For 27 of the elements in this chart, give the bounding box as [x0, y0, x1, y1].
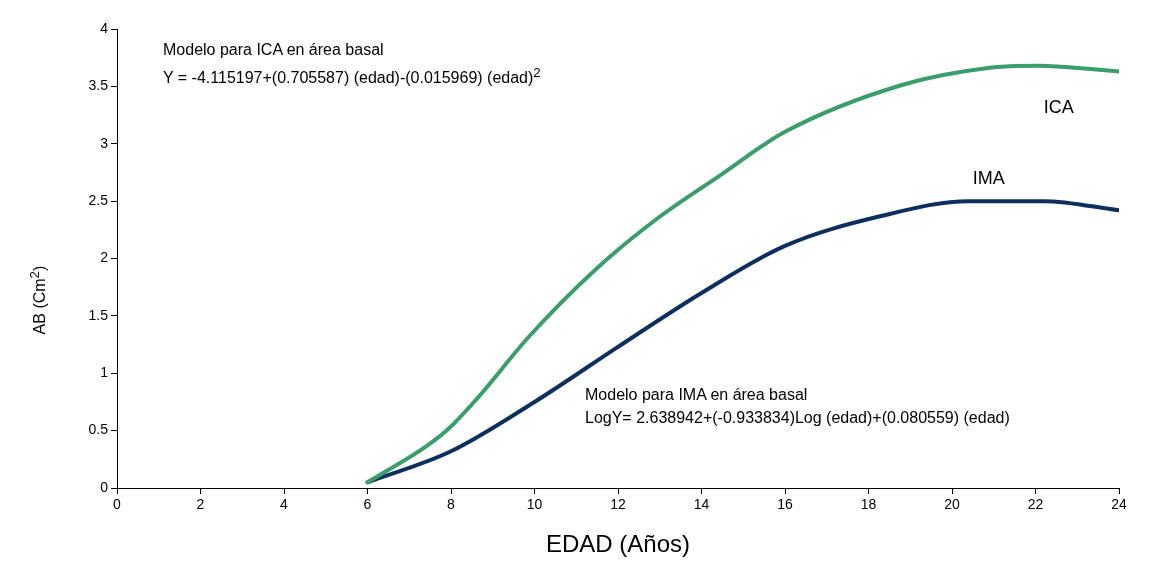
- x-tick-label: 22: [1027, 496, 1044, 513]
- x-tick-label: 0: [113, 496, 122, 513]
- x-tick-label: 6: [363, 496, 372, 513]
- annotation: Modelo para ICA en área basal Y = -4.115197+(0.705587) (edad)-(0.015969) (edad)$^{2}$: [163, 40, 541, 89]
- y-tick-label: 0: [100, 478, 109, 495]
- y-tick-label: 3: [100, 134, 109, 151]
- x-tick-label: 4: [280, 496, 289, 513]
- x-tick-label: 8: [447, 496, 456, 513]
- x-tick-label: 14: [693, 496, 710, 513]
- y-tick-label: 3.5: [88, 77, 109, 94]
- y-tick-label: 2: [100, 249, 109, 266]
- x-tick-label: 2: [196, 496, 205, 513]
- x-tick-label: 16: [777, 496, 793, 513]
- x-tick-label: 10: [526, 496, 543, 513]
- annotation: Modelo para IMA en área basal LogY= 2.638942+(-0.933834)Log (edad)+(0.080559) (edad): [585, 385, 1010, 428]
- x-axis-title: EDAD (Años): [544, 530, 691, 558]
- x-tick-label: 20: [944, 496, 960, 513]
- series-label: IMA: [972, 168, 1005, 189]
- x-tick-label: 18: [860, 496, 877, 513]
- y-tick-label: 1.5: [88, 306, 109, 323]
- y-tick-label: 4: [100, 19, 109, 36]
- x-tick-label: 24: [1111, 496, 1127, 513]
- y-tick-label: 0.5: [88, 421, 109, 438]
- y-tick-label: 1: [100, 364, 109, 381]
- y-tick-label: 2.5: [88, 191, 109, 208]
- x-tick-label: 12: [610, 496, 626, 513]
- series-label: ICA: [1043, 96, 1074, 117]
